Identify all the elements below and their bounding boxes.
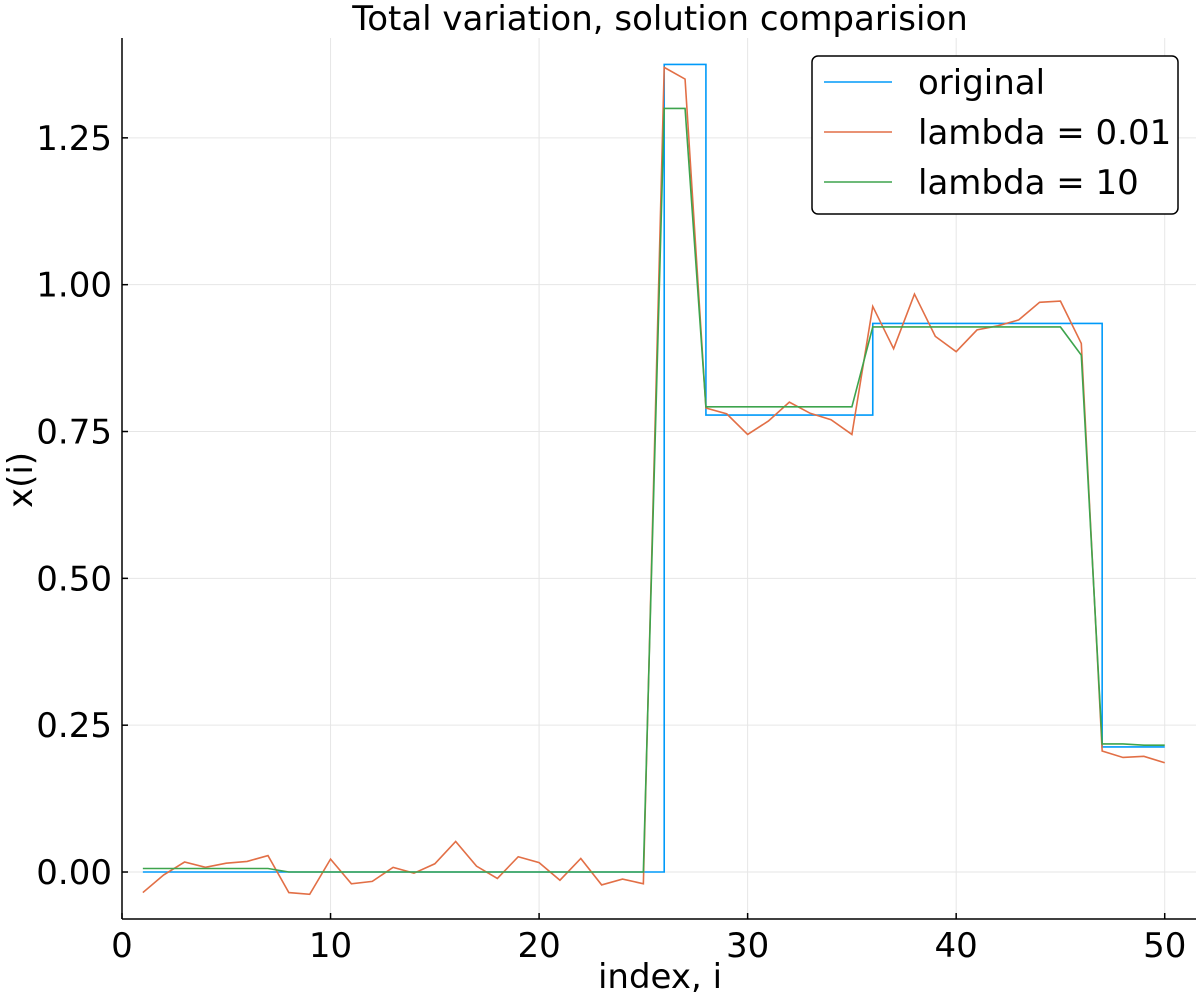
legend-label: lambda = 0.01 (918, 113, 1171, 153)
legend: original lambda = 0.01 lambda = 10 (811, 55, 1179, 215)
chart-title: Total variation, solution comparision (351, 0, 968, 39)
y-tick-label: 1.00 (36, 266, 112, 306)
series-line-3 (142, 107, 1165, 873)
x-tick-label: 20 (517, 926, 560, 966)
y-tick-label: 1.25 (36, 119, 112, 159)
series-group (142, 63, 1165, 896)
y-tick-label: 0.75 (36, 413, 112, 453)
y-tick-label: 0.00 (36, 853, 112, 893)
x-tick-label: 30 (726, 926, 769, 966)
y-tick-label: 0.50 (36, 559, 112, 599)
x-tick-label: 0 (111, 926, 133, 966)
x-tick-label: 40 (935, 926, 978, 966)
x-tick-label: 10 (309, 926, 352, 966)
legend-label: lambda = 10 (918, 163, 1139, 203)
legend-label: original (918, 63, 1045, 103)
ticks: 0 10 20 30 40 50 0.00 0.25 0.50 0.75 1.00 1.25 (36, 119, 1186, 966)
y-tick-label: 0.25 (36, 706, 112, 746)
legend-box (811, 55, 1179, 215)
x-tick-label: 50 (1143, 926, 1186, 966)
axes (121, 38, 1196, 920)
y-axis-label: x(i) (1, 452, 41, 508)
x-axis-label: index, i (598, 957, 722, 997)
